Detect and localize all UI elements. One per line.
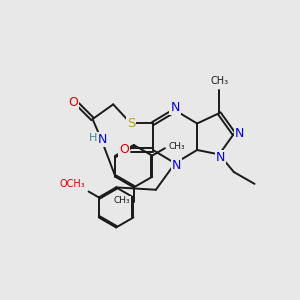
Text: N: N bbox=[235, 127, 244, 140]
Text: CH₃: CH₃ bbox=[210, 76, 228, 86]
Text: H: H bbox=[89, 133, 98, 143]
Text: N: N bbox=[170, 101, 180, 114]
Text: CH₃: CH₃ bbox=[168, 142, 185, 151]
Text: S: S bbox=[127, 117, 135, 130]
Text: OCH₃: OCH₃ bbox=[59, 178, 85, 189]
Text: O: O bbox=[68, 96, 78, 110]
Text: N: N bbox=[98, 133, 108, 146]
Text: N: N bbox=[172, 159, 181, 172]
Text: N: N bbox=[216, 151, 225, 164]
Text: CH₃: CH₃ bbox=[114, 196, 130, 205]
Text: O: O bbox=[119, 143, 129, 157]
